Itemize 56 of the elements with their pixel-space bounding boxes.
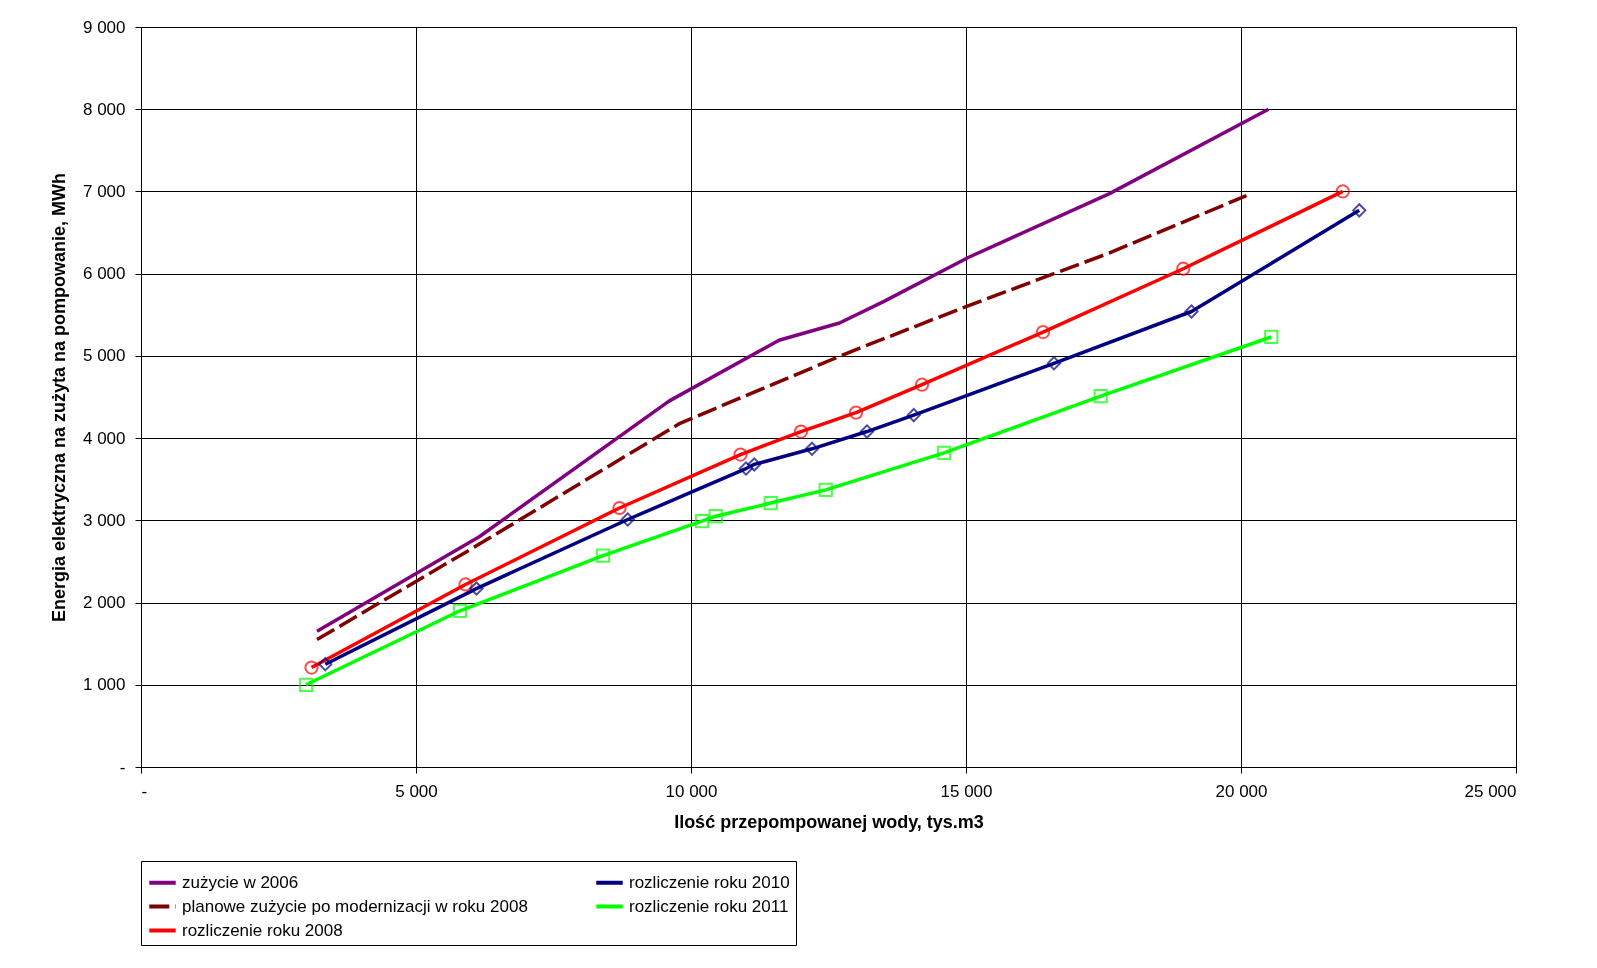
y-tick-label: 2 000	[82, 593, 126, 613]
point	[738, 461, 754, 476]
point	[298, 677, 314, 692]
point	[906, 407, 921, 423]
x-tick-label: 20 000	[1215, 781, 1268, 801]
y-axis-title: Energia elektryczna na zużyta na pompowanie, MWh	[48, 172, 69, 623]
point	[914, 377, 930, 392]
y-tick-label: 4 000	[82, 428, 126, 448]
y-tick-label: -	[119, 757, 126, 777]
point	[859, 424, 875, 439]
point	[936, 445, 952, 461]
point	[458, 577, 473, 592]
line-series	[315, 107, 1271, 634]
legend-label: planowe zużycie po modernizacji w roku 2008	[182, 896, 528, 916]
y-tick-label: 7 000	[82, 181, 126, 201]
y-tick-label: 6 000	[82, 264, 126, 284]
point	[1035, 324, 1051, 340]
point	[1176, 261, 1191, 276]
point	[1093, 389, 1108, 404]
x-tick-label: 15 000	[940, 781, 993, 801]
y-tick-label: 5 000	[82, 346, 126, 366]
y-tick-label: 3 000	[82, 510, 126, 530]
x-tick-label: 25 000	[1464, 781, 1517, 801]
line-series	[315, 193, 1249, 642]
x-tick-label: 10 000	[665, 781, 718, 801]
point	[318, 657, 333, 672]
y-tick-label: 8 000	[82, 99, 126, 119]
x-axis-title: Ilość przepompowanej wody, tys.m3	[674, 811, 984, 832]
point	[1335, 184, 1350, 199]
point	[733, 447, 748, 462]
point	[848, 405, 864, 420]
point	[1264, 329, 1279, 345]
point	[304, 660, 319, 675]
y-tick-label: 1 000	[82, 675, 126, 695]
point	[793, 424, 809, 439]
point	[620, 512, 635, 527]
x-tick-label: -	[141, 781, 148, 801]
point	[469, 581, 484, 596]
legend-label: rozliczenie roku 2010	[629, 872, 790, 892]
y-tick-label: 9 000	[82, 17, 126, 37]
point	[694, 514, 710, 529]
point	[804, 441, 820, 456]
legend-label: rozliczenie roku 2011	[629, 896, 789, 916]
point	[595, 548, 611, 563]
x-tick-label: 5 000	[395, 781, 438, 801]
point	[708, 509, 723, 524]
point	[1352, 203, 1367, 218]
point	[452, 603, 468, 618]
point	[1046, 356, 1062, 371]
legend-label: zużycie w 2006	[182, 872, 299, 892]
point	[747, 457, 762, 472]
point	[1184, 304, 1199, 319]
legend-label: rozliczenie roku 2008	[182, 920, 343, 940]
point	[763, 495, 778, 511]
point	[818, 482, 833, 498]
point	[612, 500, 627, 516]
